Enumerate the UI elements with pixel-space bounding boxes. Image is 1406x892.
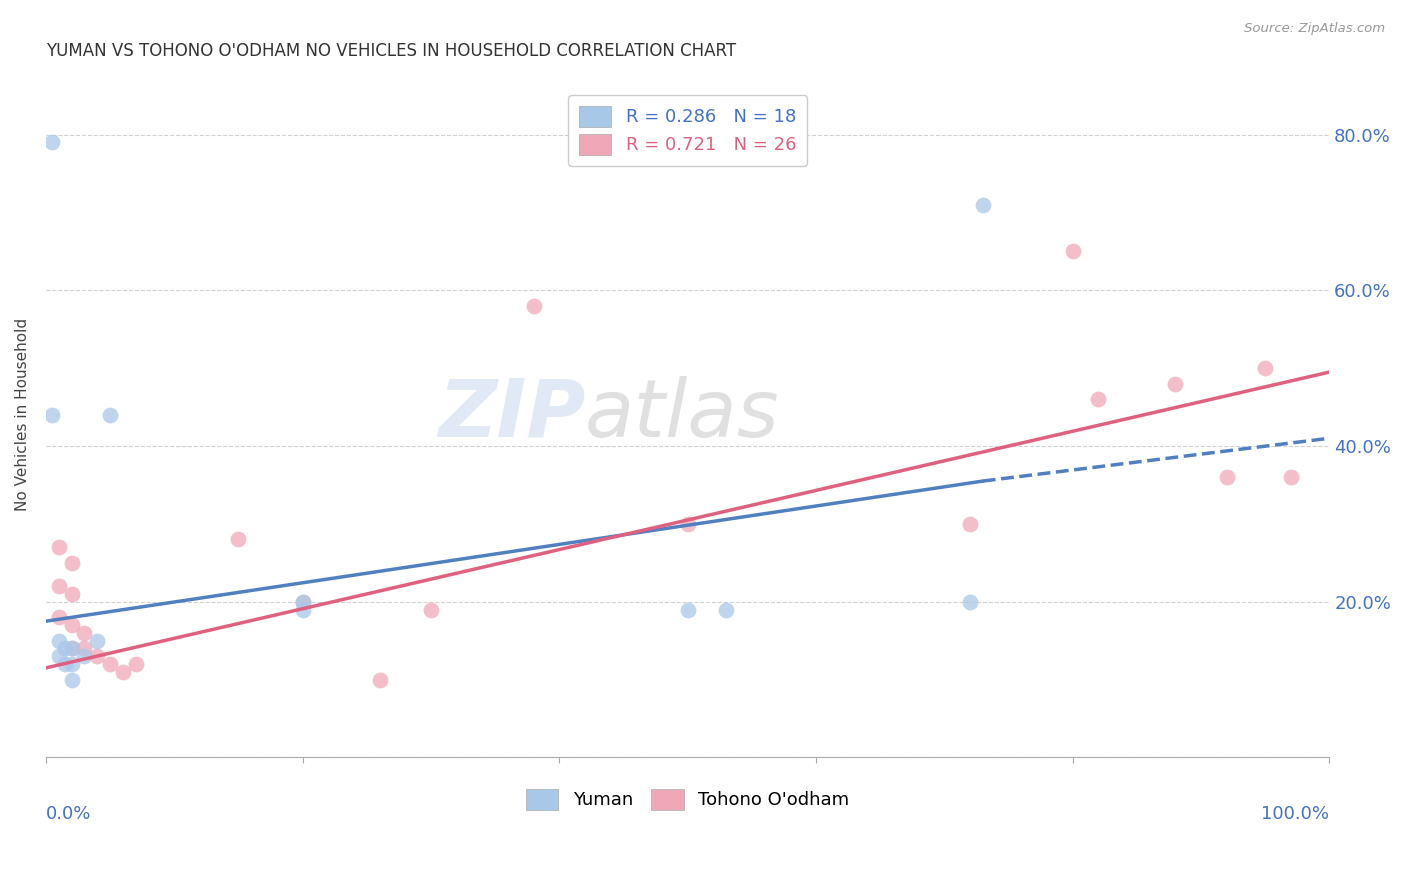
Text: Source: ZipAtlas.com: Source: ZipAtlas.com xyxy=(1244,22,1385,36)
Point xyxy=(1087,392,1109,407)
Point xyxy=(1279,470,1302,484)
Point xyxy=(53,641,76,656)
Text: ZIP: ZIP xyxy=(437,376,585,454)
Point xyxy=(98,408,121,422)
Point xyxy=(53,657,76,671)
Point xyxy=(86,633,108,648)
Point xyxy=(60,657,83,671)
Text: 100.0%: 100.0% xyxy=(1261,805,1329,823)
Point xyxy=(73,625,96,640)
Point xyxy=(48,610,70,624)
Point xyxy=(676,602,699,616)
Point xyxy=(111,665,134,679)
Point xyxy=(714,602,737,616)
Point xyxy=(98,657,121,671)
Point xyxy=(60,556,83,570)
Point xyxy=(291,602,314,616)
Point xyxy=(41,136,63,150)
Point xyxy=(959,516,981,531)
Point xyxy=(959,595,981,609)
Point xyxy=(125,657,148,671)
Point xyxy=(420,602,443,616)
Point xyxy=(48,579,70,593)
Point xyxy=(1215,470,1237,484)
Point xyxy=(1164,376,1187,391)
Text: atlas: atlas xyxy=(585,376,780,454)
Point xyxy=(60,673,83,687)
Text: YUMAN VS TOHONO O'ODHAM NO VEHICLES IN HOUSEHOLD CORRELATION CHART: YUMAN VS TOHONO O'ODHAM NO VEHICLES IN H… xyxy=(46,42,737,60)
Point xyxy=(291,595,314,609)
Point xyxy=(60,587,83,601)
Legend: Yuman, Tohono O'odham: Yuman, Tohono O'odham xyxy=(519,781,856,817)
Point xyxy=(41,408,63,422)
Point xyxy=(1254,361,1277,376)
Point xyxy=(48,633,70,648)
Point xyxy=(368,673,391,687)
Point xyxy=(676,516,699,531)
Point xyxy=(73,649,96,664)
Point xyxy=(73,641,96,656)
Point xyxy=(60,641,83,656)
Point xyxy=(523,299,546,313)
Text: 0.0%: 0.0% xyxy=(46,805,91,823)
Point xyxy=(60,618,83,632)
Point xyxy=(291,595,314,609)
Point xyxy=(1062,244,1084,259)
Point xyxy=(60,641,83,656)
Y-axis label: No Vehicles in Household: No Vehicles in Household xyxy=(15,318,30,511)
Point xyxy=(972,198,994,212)
Point xyxy=(48,649,70,664)
Point xyxy=(86,649,108,664)
Point xyxy=(48,540,70,554)
Point xyxy=(228,533,250,547)
